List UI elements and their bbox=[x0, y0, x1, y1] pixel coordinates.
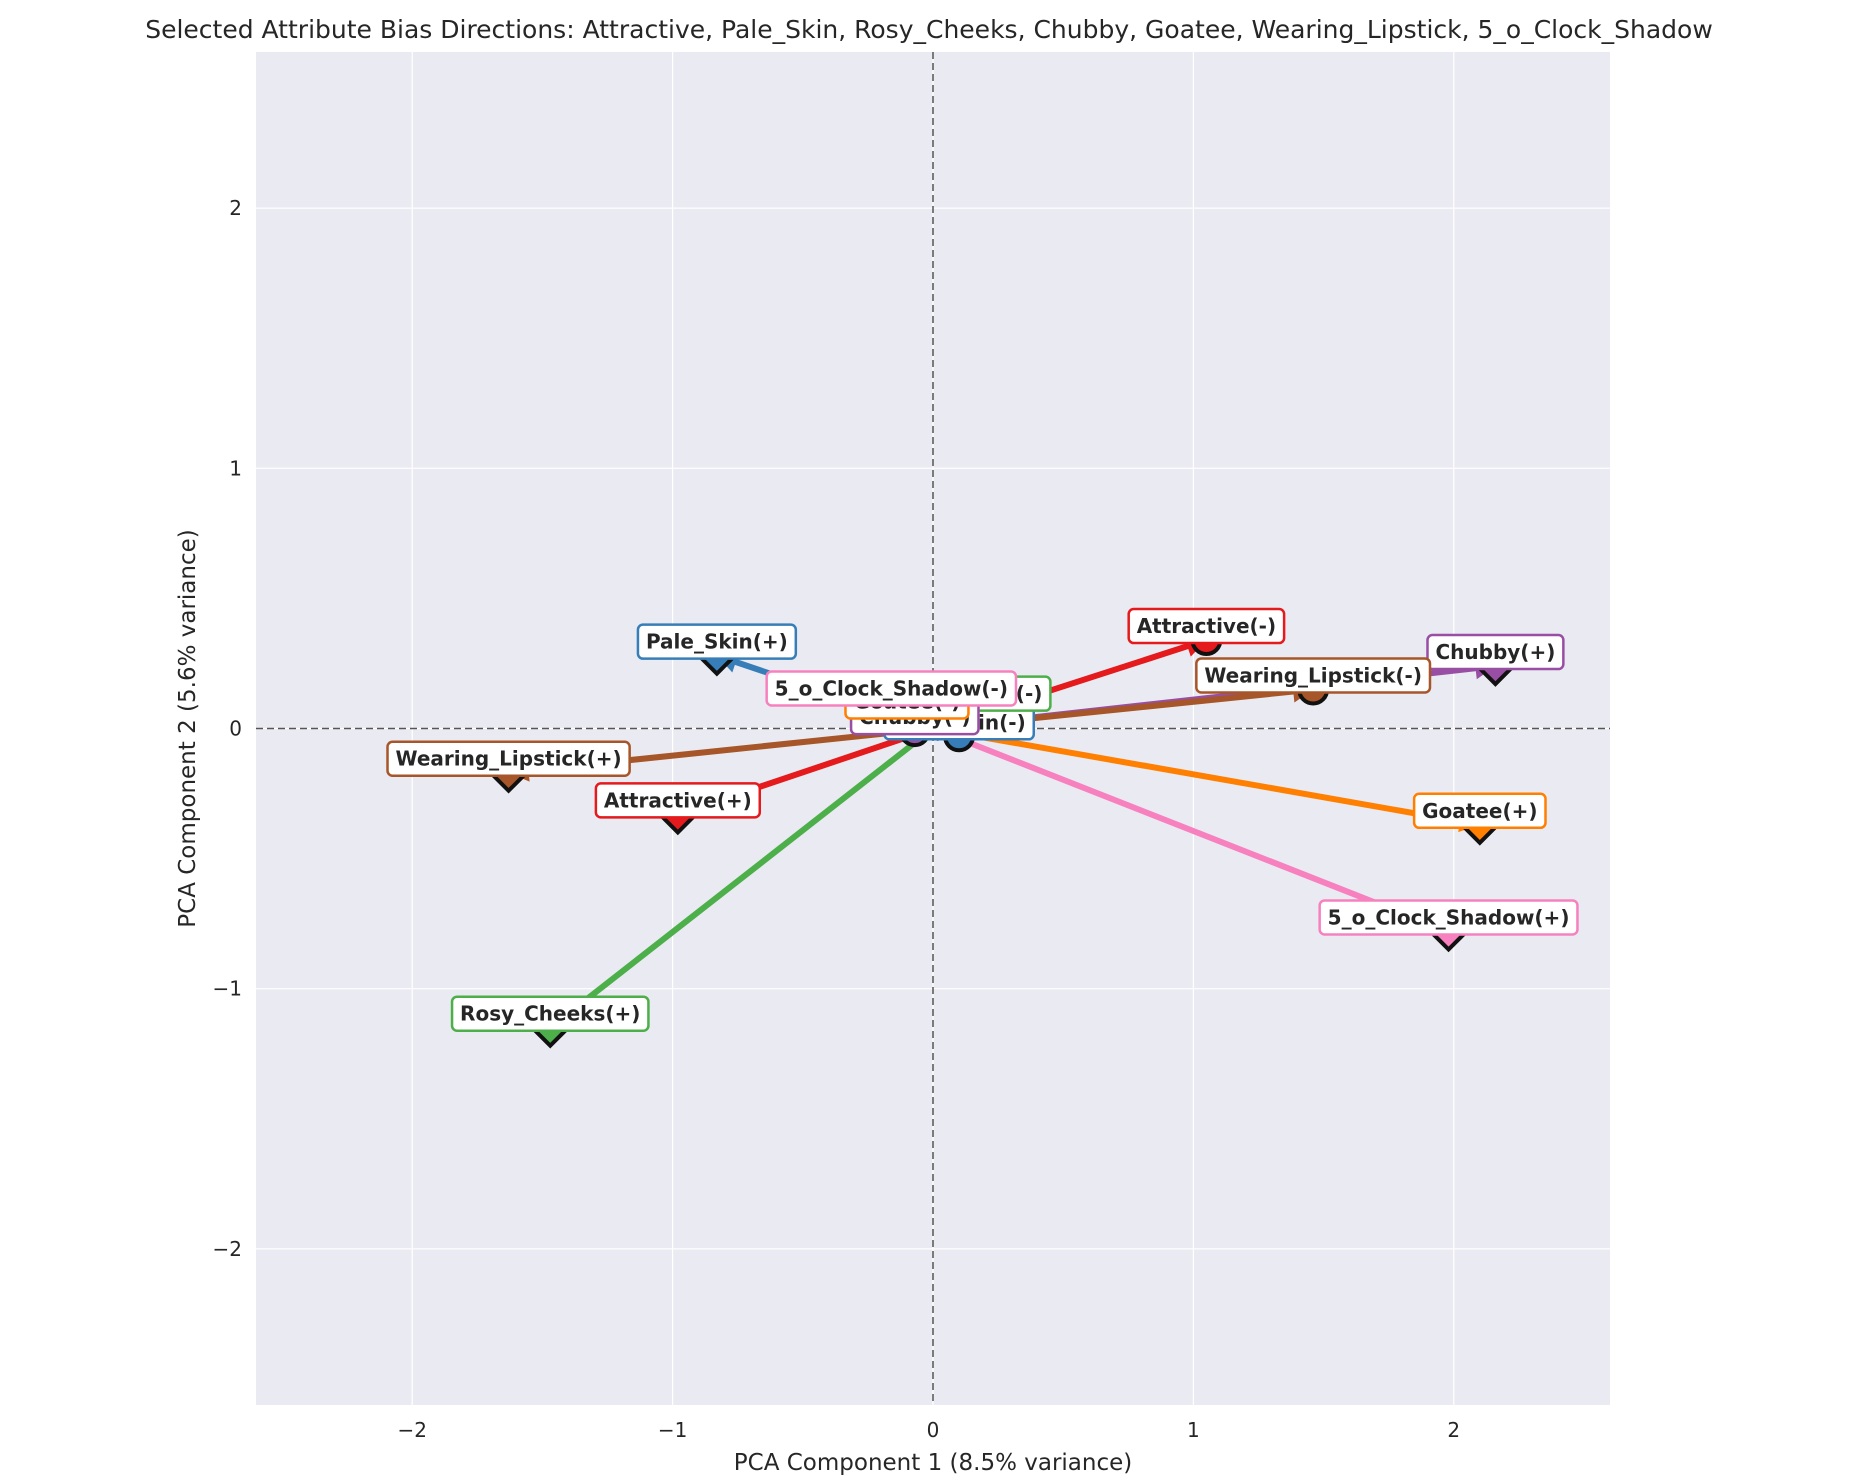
label-pale_skin-plus-box bbox=[636, 623, 798, 660]
label-5_o_clock_shadow-minus: 5_o_Clock_Shadow(-) bbox=[765, 670, 1018, 707]
x-tick-label: 2 bbox=[1447, 1418, 1460, 1442]
tick-labels: −2 −1 0 1 2 −2 −1 0 1 2 bbox=[213, 196, 1461, 1442]
label-attractive-plus: Attractive(+) bbox=[594, 782, 762, 819]
label-rosy_cheeks-plus-text: Rosy_Cheeks(+) bbox=[460, 1002, 640, 1026]
label-wearing_lipstick-plus-text: Wearing_Lipstick(+) bbox=[396, 747, 622, 771]
label-goatee-plus-box bbox=[1412, 792, 1547, 830]
label-5_o_clock_shadow-plus-box bbox=[1318, 899, 1579, 936]
x-axis-label: PCA Component 1 (8.5% variance) bbox=[734, 1450, 1132, 1476]
label-attractive-plus-text: Attractive(+) bbox=[604, 788, 752, 812]
label-rosy_cheeks-plus: Rosy_Cheeks(+) bbox=[450, 995, 650, 1032]
label-5_o_clock_shadow-plus-text: 5_o_Clock_Shadow(+) bbox=[1328, 905, 1570, 929]
label-5_o_clock_shadow-plus: 5_o_Clock_Shadow(+) bbox=[1318, 899, 1579, 936]
label-5_o_clock_shadow-minus-box bbox=[765, 670, 1018, 707]
x-tick-label: 0 bbox=[927, 1418, 940, 1442]
label-rosy_cheeks-plus-box bbox=[450, 995, 650, 1032]
label-wearing_lipstick-minus: Wearing_Lipstick(-) bbox=[1195, 657, 1432, 694]
x-tick-label: 1 bbox=[1187, 1418, 1200, 1442]
y-tick-label: 2 bbox=[229, 196, 242, 220]
arrow-rosy_cheeks-plus bbox=[547, 725, 936, 1031]
y-tick-label: 0 bbox=[229, 717, 242, 741]
label-wearing_lipstick-minus-text: Wearing_Lipstick(-) bbox=[1204, 663, 1422, 687]
label-pale_skin-plus: Pale_Skin(+) bbox=[636, 623, 798, 660]
endpoint-labels: Attractive(+)Attractive(-)Pale_Skin(+)Pa… bbox=[386, 607, 1579, 1032]
x-tick-label: −1 bbox=[658, 1418, 687, 1442]
chart-title: Selected Attribute Bias Directions: Attr… bbox=[145, 15, 1713, 44]
label-wearing_lipstick-plus-box bbox=[386, 740, 631, 777]
label-pale_skin-plus-text: Pale_Skin(+) bbox=[646, 630, 788, 654]
label-goatee-plus-text: Goatee(+) bbox=[1422, 799, 1537, 823]
arrow-goatee-plus bbox=[930, 725, 1483, 828]
label-chubby-plus-box bbox=[1426, 633, 1565, 671]
y-tick-label: −2 bbox=[213, 1237, 242, 1261]
label-wearing_lipstick-minus-box bbox=[1195, 657, 1432, 694]
y-tick-label: −1 bbox=[213, 977, 242, 1001]
x-tick-label: −2 bbox=[397, 1418, 426, 1442]
label-attractive-minus: Attractive(-) bbox=[1127, 607, 1286, 645]
label-attractive-plus-box bbox=[594, 782, 762, 819]
arrow-5_o_clock_shadow-plus bbox=[930, 725, 1452, 935]
label-chubby-plus-text: Chubby(+) bbox=[1435, 640, 1555, 664]
label-goatee-plus: Goatee(+) bbox=[1412, 792, 1547, 830]
label-wearing_lipstick-plus: Wearing_Lipstick(+) bbox=[386, 740, 631, 777]
label-5_o_clock_shadow-minus-text: 5_o_Clock_Shadow(-) bbox=[775, 676, 1008, 700]
label-attractive-minus-text: Attractive(-) bbox=[1137, 614, 1276, 638]
label-chubby-plus: Chubby(+) bbox=[1426, 633, 1565, 671]
label-attractive-minus-box bbox=[1127, 607, 1286, 645]
y-tick-label: 1 bbox=[229, 456, 242, 480]
y-axis-label: PCA Component 2 (5.6% variance) bbox=[175, 529, 201, 927]
